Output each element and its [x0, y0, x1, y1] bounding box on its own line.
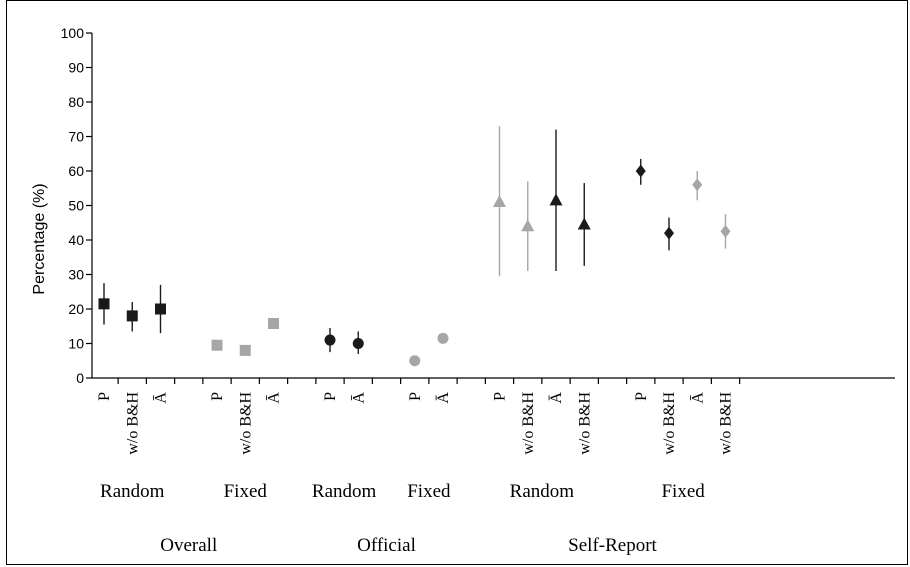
x-category-label: P — [209, 392, 226, 401]
subgroup-label: Random — [510, 481, 575, 502]
y-tick-label: 60 — [68, 163, 84, 179]
data-point-circle — [352, 338, 364, 349]
group-label: Official — [357, 535, 416, 556]
data-point-square — [155, 303, 166, 315]
y-tick-label: 90 — [68, 60, 84, 76]
x-category-label: w/o B&H — [661, 392, 678, 455]
data-point-square — [211, 339, 223, 351]
data-point-square — [239, 344, 251, 356]
x-axis — [92, 377, 895, 384]
y-tick-label: 30 — [68, 267, 84, 283]
x-category-label: Ā — [548, 392, 565, 404]
x-category-label: P — [633, 392, 650, 401]
x-category-label: Ā — [153, 392, 170, 404]
data-point-diamond — [692, 178, 703, 192]
data-point-diamond — [635, 164, 646, 178]
subgroup-label: Fixed — [407, 481, 451, 502]
x-category-label: w/o B&H — [718, 392, 735, 455]
x-category-label: Ā — [435, 392, 452, 404]
data-point-square — [98, 298, 110, 310]
x-category-label: P — [96, 392, 113, 401]
data-point-diamond — [664, 226, 674, 240]
subgroup-label: Fixed — [224, 481, 268, 502]
x-category-label: w/o B&H — [576, 392, 593, 455]
y-tick-label: 50 — [68, 198, 84, 214]
y-tick-label: 10 — [68, 336, 84, 352]
data-point-triangle — [493, 195, 506, 208]
y-tick-label: 100 — [61, 25, 85, 41]
group-label: Overall — [160, 535, 217, 556]
y-tick-label: 80 — [68, 94, 84, 110]
subgroup-label: Random — [312, 481, 377, 502]
data-point-circle — [437, 332, 449, 344]
y-tick-label: 70 — [68, 129, 84, 145]
y-tick-label: 0 — [76, 370, 84, 386]
x-category-label: Ā — [266, 392, 283, 404]
data-point-triangle — [521, 219, 535, 232]
y-tick-label: 20 — [68, 301, 84, 317]
x-category-label: P — [492, 392, 509, 401]
data-point-circle — [409, 355, 421, 367]
y-axis-title: Percentage (%) — [31, 183, 48, 294]
x-category-label: Ā — [689, 392, 706, 404]
x-category-label: w/o B&H — [124, 392, 141, 455]
data-point-square — [126, 310, 138, 322]
y-axis: 0 10 20 30 40 50 60 70 80 90 100 — [61, 25, 93, 386]
x-category-label: P — [322, 392, 339, 401]
subgroup-label: Random — [100, 481, 165, 502]
data-point-square — [268, 317, 279, 329]
group-label: Self-Report — [568, 535, 657, 556]
y-tick-label: 40 — [68, 232, 84, 248]
x-category-label: w/o B&H — [237, 392, 254, 455]
data-point-triangle — [577, 217, 591, 230]
data-points — [98, 126, 731, 367]
chart-frame — [6, 0, 908, 565]
subgroup-label: Fixed — [661, 481, 705, 502]
x-category-label: w/o B&H — [520, 392, 537, 455]
data-point-circle — [324, 334, 336, 346]
x-category-label: P — [407, 392, 424, 401]
data-point-diamond — [720, 224, 731, 238]
data-point-triangle — [549, 193, 563, 206]
x-category-label: Ā — [350, 392, 367, 404]
